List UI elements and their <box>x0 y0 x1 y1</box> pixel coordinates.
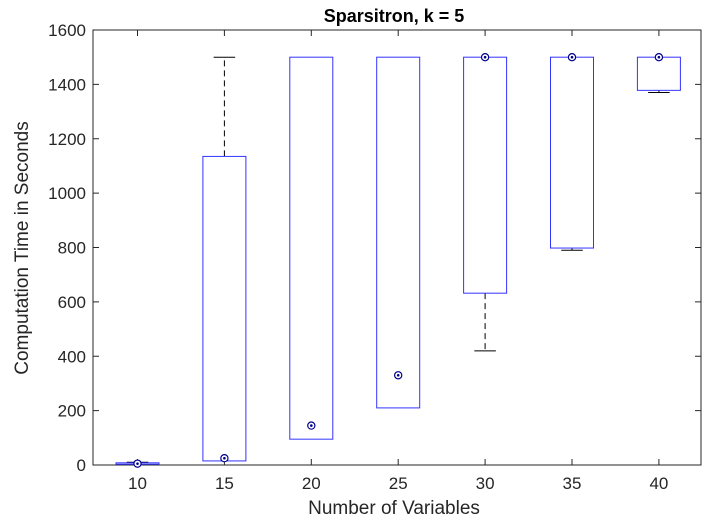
box <box>636 56 681 91</box>
box <box>463 56 508 294</box>
box <box>202 155 247 462</box>
median-dot <box>136 462 139 465</box>
y-tick-label: 200 <box>58 402 86 421</box>
box-group-10 <box>115 459 160 468</box>
boxes-layer <box>115 52 681 468</box>
y-tick-label: 1000 <box>48 184 86 203</box>
median-dot <box>483 55 487 59</box>
x-tick-label: 10 <box>128 474 147 493</box>
y-axis: 0 200 400 600 800 1000 1200 1400 1600 <box>48 21 701 475</box>
box <box>376 56 421 409</box>
y-tick-label: 600 <box>58 293 86 312</box>
box <box>289 56 334 440</box>
y-tick-label: 1400 <box>48 75 86 94</box>
box-group-35 <box>550 52 594 251</box>
y-tick-label: 800 <box>58 239 86 258</box>
plot-area <box>92 29 702 466</box>
box-group-15 <box>202 56 247 463</box>
box-group-30 <box>463 52 508 352</box>
x-tick-label: 30 <box>476 474 495 493</box>
x-tick-label: 20 <box>302 474 321 493</box>
box-group-20 <box>289 56 334 440</box>
x-tick-label: 35 <box>563 474 582 493</box>
y-tick-label: 400 <box>58 347 86 366</box>
box-group-25 <box>376 56 421 409</box>
median-dot <box>396 373 400 377</box>
axes-frame <box>92 29 702 466</box>
median-dot <box>310 424 313 427</box>
x-tick-label: 40 <box>649 474 668 493</box>
y-tick-label: 1200 <box>48 130 86 149</box>
box <box>550 56 594 249</box>
y-tick-label: 0 <box>77 456 86 475</box>
box-group-40 <box>636 52 681 94</box>
y-axis-title: Computation Time in Seconds <box>12 121 33 374</box>
x-tick-label: 25 <box>389 474 408 493</box>
y-tick-label: 1600 <box>48 21 86 40</box>
chart-title: Sparsitron, k = 5 <box>324 6 465 26</box>
median-dot <box>570 55 574 59</box>
median-dot <box>657 55 661 59</box>
x-tick-label: 15 <box>215 474 234 493</box>
x-axis-title: Number of Variables <box>308 498 480 519</box>
median-dot <box>223 456 226 460</box>
x-axis: 10 15 20 25 30 35 40 <box>128 30 668 493</box>
